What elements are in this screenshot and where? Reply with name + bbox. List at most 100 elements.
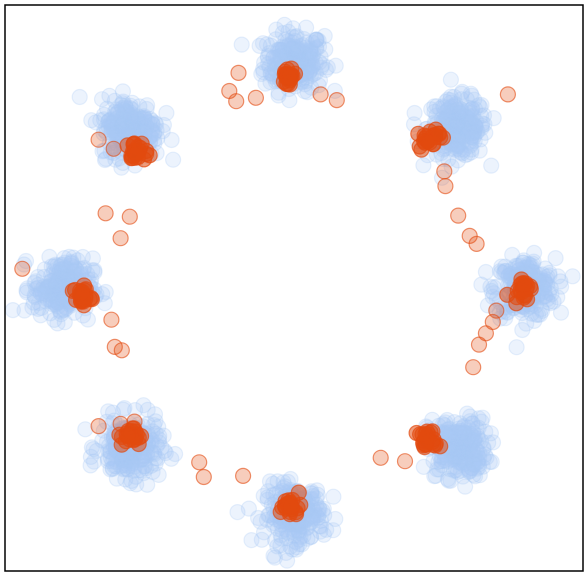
target-sample-point <box>459 106 476 124</box>
target-sample-point <box>308 31 325 49</box>
target-sample-point <box>475 450 492 467</box>
target-sample-point <box>453 436 470 453</box>
target-sample-point <box>451 105 468 122</box>
target-sample-point <box>458 450 475 468</box>
target-sample-point <box>274 38 291 55</box>
target-sample-point <box>449 101 466 119</box>
target-sample-point <box>134 450 151 468</box>
target-sample-point <box>257 75 274 92</box>
target-sample-point <box>302 47 319 64</box>
target-sample-point <box>464 443 481 460</box>
target-sample-point <box>295 43 312 61</box>
target-sample-point <box>274 42 291 59</box>
target-sample-point <box>519 255 537 273</box>
target-sample-point <box>521 256 538 273</box>
target-sample-point <box>454 452 471 469</box>
target-sample-point <box>549 268 567 285</box>
target-sample-point <box>541 267 558 284</box>
target-sample-point <box>133 451 150 468</box>
target-sample-point <box>473 96 490 114</box>
target-sample-point <box>261 44 278 62</box>
target-sample-point <box>268 21 285 38</box>
target-sample-point <box>288 44 305 61</box>
target-sample-point <box>464 117 481 134</box>
target-sample-point <box>282 38 299 55</box>
target-sample-point <box>460 429 477 446</box>
target-sample-point <box>302 61 319 79</box>
target-sample-point <box>468 441 485 458</box>
target-sample-point <box>515 254 532 271</box>
target-sample-point <box>284 28 301 46</box>
target-sample-point <box>123 447 140 464</box>
target-sample-point <box>466 116 483 134</box>
target-sample-point <box>444 446 461 463</box>
target-sample-point <box>450 424 467 441</box>
target-sample-point <box>451 104 468 121</box>
target-sample-point <box>455 425 473 442</box>
target-sample-point <box>454 145 471 162</box>
target-sample-point <box>300 56 317 74</box>
generated-outlier-point <box>450 207 467 224</box>
target-sample-point <box>447 118 464 135</box>
target-sample-point <box>286 38 303 55</box>
target-sample-point <box>464 100 481 117</box>
target-sample-point <box>446 98 463 115</box>
target-sample-point <box>278 529 295 547</box>
target-sample-point <box>448 115 465 133</box>
target-sample-point <box>439 91 456 108</box>
target-sample-point <box>524 255 541 272</box>
target-sample-point <box>447 122 464 139</box>
target-sample-point <box>442 424 459 441</box>
target-sample-point <box>447 96 464 113</box>
target-sample-point <box>450 126 467 143</box>
target-sample-point <box>445 451 463 468</box>
target-sample-point <box>496 264 513 281</box>
target-sample-point <box>311 54 328 71</box>
target-sample-point <box>465 129 482 146</box>
target-sample-point <box>475 440 492 457</box>
target-sample-point <box>299 56 316 74</box>
target-sample-point <box>285 20 302 37</box>
target-sample-point <box>457 435 474 452</box>
target-sample-point <box>267 532 284 549</box>
target-sample-point <box>466 452 483 469</box>
generated-outlier-point <box>465 359 482 376</box>
target-sample-point <box>454 118 471 135</box>
target-sample-point <box>457 452 474 469</box>
target-sample-point <box>461 99 478 116</box>
target-sample-point <box>564 268 581 285</box>
target-sample-point <box>479 297 496 314</box>
target-sample-point <box>290 45 308 63</box>
target-sample-point <box>525 253 542 270</box>
target-sample-point <box>291 37 309 55</box>
target-sample-point <box>300 51 317 69</box>
target-sample-point <box>552 273 569 290</box>
target-sample-point <box>304 510 321 527</box>
target-sample-point <box>438 112 455 129</box>
target-sample-point <box>452 428 469 445</box>
target-sample-point <box>312 48 329 66</box>
target-sample-point <box>540 294 557 311</box>
target-sample-point <box>537 260 554 277</box>
target-sample-point <box>454 423 471 440</box>
target-sample-point <box>439 411 456 429</box>
target-sample-point <box>471 467 488 484</box>
target-sample-point <box>256 54 273 71</box>
generated-outlier-point <box>437 178 454 195</box>
target-sample-point <box>104 460 122 477</box>
target-sample-point <box>123 453 140 470</box>
target-sample-point <box>445 428 462 445</box>
target-sample-point <box>467 118 484 135</box>
target-sample-point <box>309 486 326 503</box>
target-sample-point <box>463 87 480 104</box>
target-sample-point <box>118 460 136 477</box>
target-sample-point <box>426 98 443 115</box>
target-sample-point <box>455 417 473 435</box>
target-sample-point <box>529 306 547 323</box>
target-sample-point <box>325 488 342 505</box>
target-sample-point <box>455 141 472 158</box>
target-sample-point <box>446 450 463 467</box>
generated-sample-point <box>414 426 431 443</box>
target-sample-point <box>311 518 328 535</box>
